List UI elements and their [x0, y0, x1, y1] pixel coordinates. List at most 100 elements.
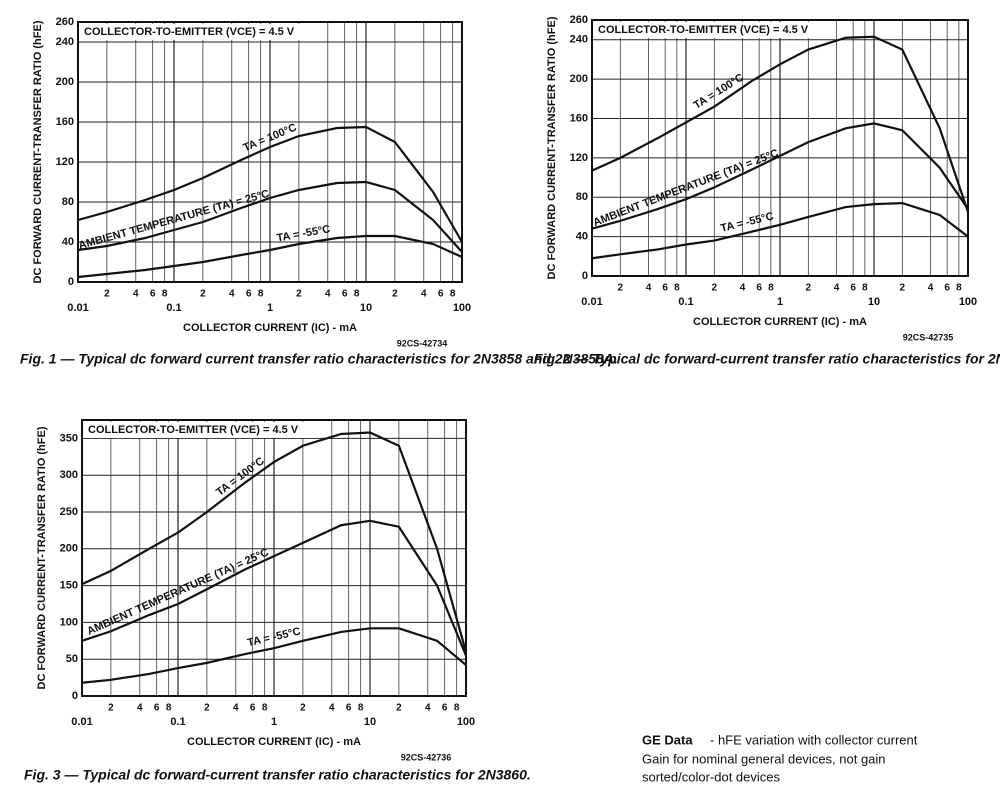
y-tick-label: 80: [576, 191, 588, 203]
y-tick-label: 300: [60, 469, 78, 481]
x-tick-label: 0.1: [170, 716, 185, 728]
y-tick-label: 240: [570, 34, 588, 46]
x-tick-label: 2: [392, 289, 398, 300]
note-line: sorted/color-dot devices: [642, 769, 781, 784]
x-tick-label: 100: [959, 296, 977, 308]
series-line: [591, 35, 970, 213]
x-tick-label: 100: [457, 716, 475, 728]
x-tick-label: 2: [204, 703, 210, 714]
caption: Fig. 1 — Typical dc forward current tran…: [20, 351, 618, 367]
series-label: TA = 100°C: [214, 455, 267, 499]
y-tick-label: 0: [68, 276, 74, 288]
x-tick-label: 8: [768, 283, 774, 294]
note-text: - hFE variation with collector current: [710, 732, 918, 747]
x-tick-label: 2: [712, 283, 718, 294]
x-tick-label: 2: [618, 283, 624, 294]
y-tick-label: 350: [60, 432, 78, 444]
x-tick-label: 4: [137, 703, 143, 714]
y-tick-label: 260: [56, 16, 74, 28]
y-tick-label: 120: [570, 152, 588, 164]
y-axis-label: DC FORWARD CURRENT-TRANSFER RATIO (hFE): [36, 426, 48, 689]
x-tick-label: 6: [154, 703, 160, 714]
x-tick-label: 6: [850, 283, 856, 294]
y-tick-label: 100: [60, 616, 78, 628]
x-tick-label: 8: [862, 283, 868, 294]
x-tick-label: 2: [300, 703, 306, 714]
x-tick-label: 0.1: [166, 302, 181, 314]
title-box: [594, 22, 830, 38]
series-line: [77, 180, 463, 253]
title-box: [80, 24, 316, 40]
x-axis-label: COLLECTOR CURRENT (IC) - mA: [693, 316, 867, 328]
x-tick-label: 4: [229, 289, 235, 300]
chart-title: COLLECTOR-TO-EMITTER (VCE) = 4.5 V: [88, 424, 299, 436]
x-tick-label: 1: [777, 296, 783, 308]
x-tick-label: 4: [325, 289, 331, 300]
x-tick-label: 4: [425, 703, 431, 714]
x-tick-label: 4: [421, 289, 427, 300]
note-title: GE Data: [642, 732, 693, 747]
x-tick-label: 4: [133, 289, 139, 300]
y-tick-label: 240: [56, 36, 74, 48]
y-axis-label: DC FORWARD CURRENT-TRANSFER RATIO (hFE): [546, 16, 558, 279]
x-tick-label: 4: [329, 703, 335, 714]
series-line: [77, 125, 463, 243]
x-tick-label: 6: [442, 703, 448, 714]
x-tick-label: 10: [360, 302, 372, 314]
series-line: [81, 627, 467, 684]
x-tick-label: 2: [900, 283, 906, 294]
x-tick-label: 10: [364, 716, 376, 728]
x-tick-label: 8: [358, 703, 364, 714]
x-tick-label: 8: [454, 703, 460, 714]
x-tick-label: 6: [150, 289, 156, 300]
x-tick-label: 6: [438, 289, 444, 300]
x-tick-label: 4: [233, 703, 239, 714]
plot-frame: [77, 21, 463, 283]
x-tick-label: 0.01: [581, 296, 602, 308]
chart-title: COLLECTOR-TO-EMITTER (VCE) = 4.5 V: [84, 26, 295, 38]
x-tick-label: 2: [200, 289, 206, 300]
x-tick-label: 6: [346, 703, 352, 714]
y-tick-label: 200: [56, 76, 74, 88]
series-line: [81, 431, 468, 653]
y-tick-label: 0: [72, 690, 78, 702]
x-tick-label: 2: [108, 703, 114, 714]
x-tick-label: 0.1: [678, 296, 693, 308]
x-tick-label: 2: [296, 289, 302, 300]
x-axis-label: COLLECTOR CURRENT (IC) - mA: [183, 322, 357, 334]
y-tick-label: 40: [576, 231, 588, 243]
x-tick-label: 4: [928, 283, 934, 294]
figure-code: 92CS-42735: [903, 332, 954, 342]
series-label: TA = -55°C: [719, 210, 775, 234]
x-tick-label: 8: [258, 289, 264, 300]
x-axis-label: COLLECTOR CURRENT (IC) - mA: [187, 736, 361, 748]
x-tick-label: 8: [262, 703, 268, 714]
y-axis-label: DC FORWARD CURRENT-TRANSFER RATIO (hFE): [32, 20, 44, 283]
y-tick-label: 160: [56, 116, 74, 128]
series-label: TA = -55°C: [276, 223, 332, 244]
note-line: Gain for nominal general devices, not ga…: [642, 751, 886, 766]
y-tick-label: 40: [62, 236, 74, 248]
series-line: [81, 519, 468, 656]
caption: Fig. 3 — Typical dc forward-current tran…: [24, 767, 531, 783]
y-tick-label: 250: [60, 506, 78, 518]
x-tick-label: 8: [450, 289, 456, 300]
series-line: [591, 122, 969, 230]
figure-code: 92CS-42734: [397, 338, 448, 348]
title-box: [84, 422, 320, 438]
y-tick-label: 200: [570, 73, 588, 85]
x-tick-label: 4: [834, 283, 840, 294]
x-tick-label: 2: [806, 283, 812, 294]
caption: Fig. 2 — Typical dc forward-current tran…: [534, 351, 1000, 367]
chart-title: COLLECTOR-TO-EMITTER (VCE) = 4.5 V: [598, 24, 809, 36]
y-tick-label: 120: [56, 156, 74, 168]
y-tick-label: 50: [66, 653, 78, 665]
plot-frame: [591, 19, 969, 277]
plot-frame: [81, 419, 467, 697]
x-tick-label: 1: [267, 302, 273, 314]
y-tick-label: 150: [60, 580, 78, 592]
x-tick-label: 8: [956, 283, 962, 294]
y-tick-label: 260: [570, 14, 588, 26]
